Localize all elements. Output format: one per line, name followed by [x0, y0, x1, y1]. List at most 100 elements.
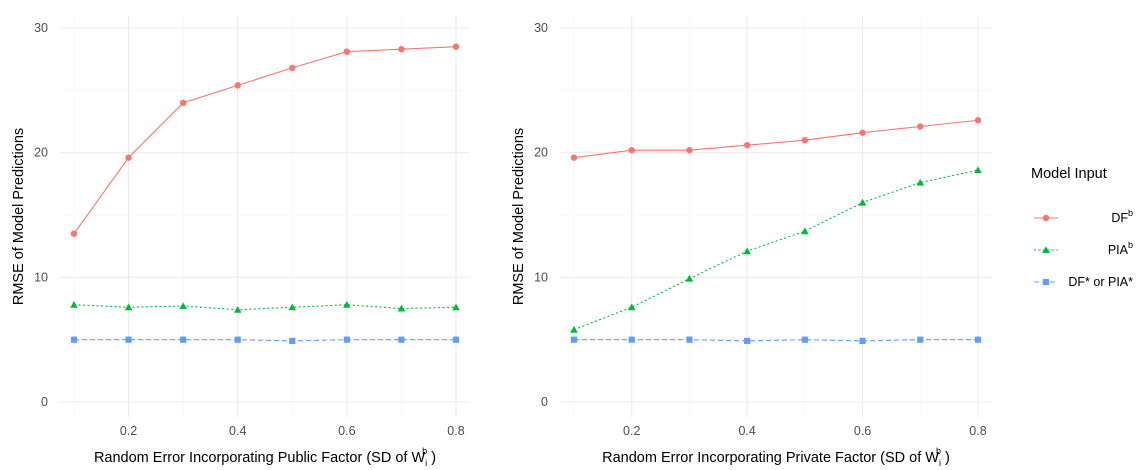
- right-x-axis-title-sub: i: [939, 458, 941, 468]
- right-pia-point: [858, 198, 867, 206]
- legend-entry-star: DF* or PIA*: [1034, 275, 1133, 289]
- left-pia-point: [124, 303, 133, 311]
- left-x-axis-title-end: ): [427, 450, 436, 466]
- left-star-point: [452, 336, 460, 343]
- right-x-axis-title-sup: b: [936, 446, 941, 456]
- right-df-point: [859, 129, 866, 136]
- left-pia-point: [343, 300, 351, 308]
- right-star-point: [686, 336, 693, 343]
- left-y-tick-label: 10: [34, 270, 48, 284]
- right-y-tick-label: 0: [541, 395, 548, 409]
- right-x-axis-title-main: Random Error Incorporating Private Facto…: [602, 450, 939, 466]
- left-df-point: [452, 43, 460, 50]
- left-star-point: [398, 336, 405, 343]
- left-star-point: [289, 337, 296, 345]
- right-pia-point: [627, 303, 636, 311]
- right-x-axis-title-end: ): [941, 450, 950, 466]
- right-grid: [560, 16, 992, 417]
- right-star-point: [859, 337, 866, 345]
- right-y-axis-title: RMSE of Model Predictions: [511, 128, 527, 305]
- right-star-point: [628, 336, 635, 343]
- right-pia-line: [573, 169, 979, 331]
- right-star-point: [744, 337, 751, 345]
- right-df-point: [743, 141, 751, 149]
- right-x-tick-label: 0.2: [623, 424, 640, 438]
- right-star-line: [574, 339, 978, 342]
- left-star-point: [70, 336, 78, 343]
- left-df-line: [73, 46, 457, 235]
- left-series-star: [70, 336, 460, 345]
- left-x-tick-label: 0.6: [338, 424, 355, 438]
- left-star-point: [180, 336, 187, 343]
- left-df-point: [125, 154, 132, 161]
- right-series-pia: [570, 166, 982, 333]
- left-pia-point: [70, 300, 78, 308]
- left-x-tick-label: 0.2: [120, 424, 137, 438]
- right-series-star: [570, 336, 982, 345]
- left-y-tick-label: 0: [41, 395, 48, 409]
- legend-key-marker-pia: [1042, 246, 1050, 254]
- left-pia-point: [288, 303, 297, 311]
- left-pia-point: [452, 303, 460, 311]
- left-pia-point: [397, 304, 406, 312]
- right-star-point: [801, 336, 808, 343]
- left-x-tick-label: 0.4: [229, 424, 246, 438]
- right-x-axis-title: Random Error Incorporating Private Facto…: [602, 446, 950, 468]
- left-x-axis-title-sub: i: [425, 458, 427, 468]
- right-pia-point: [801, 227, 809, 235]
- right-df-point: [686, 146, 693, 154]
- left-df-point: [70, 230, 78, 237]
- left-grid: [60, 16, 470, 417]
- legend-title: Model Input: [1031, 166, 1107, 182]
- right-x-tick-label: 0.6: [854, 424, 871, 438]
- left-df-point: [234, 82, 241, 89]
- right-df-point: [974, 117, 982, 124]
- right-pia-point: [685, 274, 694, 282]
- right-x-tick-label: 0.4: [738, 424, 755, 438]
- left-df-point: [179, 99, 187, 107]
- right-y-tick-label: 20: [534, 146, 548, 160]
- left-series-df: [70, 43, 460, 237]
- right-df-point: [917, 123, 924, 130]
- left-star-point: [234, 336, 241, 343]
- legend-label-main-pia: PIA: [1108, 243, 1129, 257]
- right-pia-point: [570, 325, 578, 333]
- right-df-line: [573, 119, 979, 159]
- right-pia-point: [916, 178, 925, 186]
- legend-label-star: DF* or PIA*: [1068, 275, 1133, 289]
- right-df-point: [628, 146, 635, 154]
- left-pia-point: [233, 305, 242, 313]
- right-x-tick-label: 0.8: [969, 424, 986, 438]
- left-y-axis-title: RMSE of Model Predictions: [11, 128, 27, 305]
- right-series-df: [570, 117, 982, 161]
- right-pia-point: [743, 247, 751, 255]
- right-df-point: [570, 154, 578, 161]
- right-y-tick-label: 10: [534, 270, 548, 284]
- right-y-tick-label: 30: [534, 21, 548, 35]
- left-pia-line: [73, 304, 457, 311]
- left-y-tick-label: 20: [34, 146, 48, 160]
- right-star-point: [917, 336, 924, 343]
- left-x-axis-title: Random Error Incorporating Public Factor…: [94, 446, 436, 468]
- right-pia-point: [974, 166, 982, 174]
- right-chart-panel: 0.2 0.4 0.6 0.8 0 10 20 30 Random Error Incorpor…: [511, 16, 992, 468]
- legend-label-main-star: DF* or PIA*: [1068, 275, 1133, 289]
- left-df-point: [289, 64, 296, 72]
- legend-label-sup-pia: b: [1128, 240, 1133, 250]
- legend-label-sup-df: b: [1128, 208, 1133, 218]
- legend-entry-pia: PIAb: [1034, 240, 1133, 257]
- left-y-tick-label: 30: [34, 21, 48, 35]
- left-chart-panel: 0.2 0.4 0.6 0.8 0 10 20 30 Random Error Incorpor…: [11, 16, 470, 468]
- legend-entry-df: DFb: [1034, 208, 1133, 225]
- left-star-point: [343, 336, 350, 343]
- legend-key-marker-df: [1042, 214, 1050, 222]
- left-series-pia: [70, 300, 460, 313]
- right-star-point: [974, 336, 982, 343]
- right-df-point: [801, 137, 809, 144]
- legend-label-df: DFb: [1111, 208, 1133, 225]
- legend-label-main-df: DF: [1111, 211, 1128, 225]
- left-x-axis-title-sup: b: [422, 446, 427, 456]
- left-x-tick-label: 0.8: [447, 424, 464, 438]
